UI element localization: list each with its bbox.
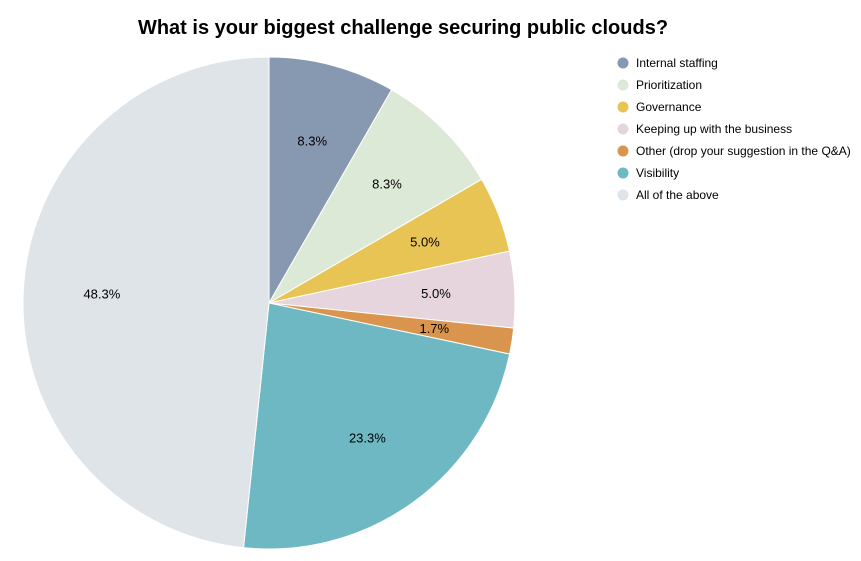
- legend-swatch: [617, 57, 629, 69]
- legend-item-visibility: Visibility: [617, 166, 679, 180]
- pie-slices: [22, 56, 516, 550]
- legend-item-keeping-up-with-the-business: Keeping up with the business: [617, 122, 792, 136]
- slice-value-label: 8.3%: [297, 133, 327, 148]
- legend-label: Governance: [636, 100, 702, 114]
- pie-slice-internal-staffing: [268, 56, 393, 305]
- legend-label: Visibility: [636, 166, 679, 180]
- legend-swatch: [617, 167, 629, 179]
- pie-slice-visibility: [242, 302, 511, 550]
- pie-slice-all-of-the-above: [22, 56, 270, 549]
- legend-item-governance: Governance: [617, 100, 702, 114]
- legend-label: All of the above: [636, 188, 719, 202]
- legend-swatch: [617, 79, 629, 91]
- legend-swatch: [617, 189, 629, 201]
- legend-swatch: [617, 101, 629, 113]
- legend-swatch: [617, 123, 629, 135]
- legend-item-prioritization: Prioritization: [617, 78, 702, 92]
- chart-title: What is your biggest challenge securing …: [138, 17, 668, 39]
- pie-slice-labels: 8.3% 8.3% 5.0% 5.0% 1.7% 23.3% 48.3%: [83, 133, 451, 445]
- legend-label: Internal staffing: [636, 56, 718, 70]
- legend-item-internal-staffing: Internal staffing: [617, 56, 718, 70]
- legend-swatch: [617, 145, 629, 157]
- slice-value-label: 5.0%: [421, 286, 451, 301]
- slice-value-label: 48.3%: [83, 286, 120, 301]
- slice-value-label: 1.7%: [419, 321, 449, 336]
- legend-item-other-drop-your-suggestion-in-the-q-a: Other (drop your suggestion in the Q&A): [617, 144, 851, 158]
- legend-item-all-of-the-above: All of the above: [617, 188, 719, 202]
- slice-value-label: 23.3%: [349, 430, 386, 445]
- legend-label: Prioritization: [636, 78, 702, 92]
- pie-slice-prioritization: [267, 89, 483, 305]
- slice-value-label: 5.0%: [410, 235, 440, 250]
- slice-value-label: 8.3%: [372, 176, 402, 191]
- legend-label: Keeping up with the business: [636, 122, 792, 136]
- legend-label: Other (drop your suggestion in the Q&A): [636, 144, 851, 158]
- legend: Internal staffing Prioritization Governan…: [617, 56, 851, 202]
